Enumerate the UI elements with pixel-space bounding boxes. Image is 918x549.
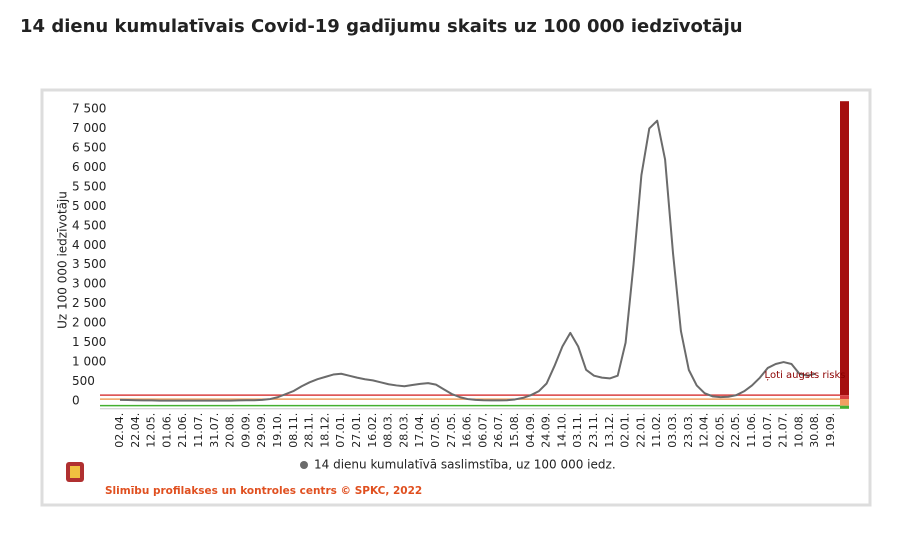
y-tick-label: 7 000 <box>72 121 106 135</box>
x-tick-label: 24.09. <box>540 413 553 448</box>
x-tick-label: 08.11. <box>287 413 300 448</box>
x-tick-label: 17.04. <box>413 413 426 448</box>
x-tick-label: 09.09. <box>239 413 252 448</box>
legend-label: 14 dienu kumulatīvā saslimstība, uz 100 … <box>314 458 616 472</box>
y-tick-label: 1 500 <box>72 335 106 349</box>
y-tick-label: 2 000 <box>72 316 106 330</box>
x-tick-label: 11.06. <box>745 413 758 448</box>
x-tick-label: 08.03. <box>382 413 395 448</box>
y-tick-label: 0 <box>72 394 80 408</box>
y-tick-label: 3 500 <box>72 257 106 271</box>
x-tick-label: 22.01. <box>634 413 647 448</box>
x-tick-label: 12.05. <box>145 413 158 448</box>
x-tick-label: 02.01. <box>619 413 632 448</box>
x-tick-label: 10.08. <box>792 413 805 448</box>
x-tick-label: 22.04. <box>129 413 142 448</box>
risk-band <box>840 101 849 396</box>
x-tick-label: 02.05. <box>713 413 726 448</box>
legend-marker <box>300 461 308 469</box>
y-tick-label: 6 500 <box>72 140 106 154</box>
risk-band <box>840 399 849 406</box>
x-tick-label: 07.01. <box>334 413 347 448</box>
data-line <box>119 119 816 402</box>
x-tick-label: 11.02. <box>650 413 663 448</box>
x-tick-label: 23.11. <box>587 413 600 448</box>
x-tick-label: 21.07. <box>777 413 790 448</box>
x-tick-label: 03.03. <box>666 413 679 448</box>
x-tick-label: 06.07. <box>476 413 489 448</box>
risk-band <box>840 395 849 400</box>
x-tick-label: 20.08. <box>224 413 237 448</box>
x-tick-label: 28.03. <box>397 413 410 448</box>
x-tick-label: 19.10. <box>271 413 284 448</box>
x-tick-label: 30.08. <box>808 413 821 448</box>
x-tick-label: 22.05. <box>729 413 742 448</box>
x-tick-label: 07.05. <box>429 413 442 448</box>
x-tick-label: 03.11. <box>571 413 584 448</box>
x-tick-label: 29.09. <box>255 413 268 448</box>
x-tick-label: 01.07. <box>761 413 774 448</box>
y-tick-label: 3 000 <box>72 277 106 291</box>
x-tick-label: 16.06. <box>461 413 474 448</box>
y-tick-label: 6 000 <box>72 160 106 174</box>
logo <box>66 462 84 482</box>
y-tick-label: 7 500 <box>72 101 106 115</box>
y-tick-label: 2 500 <box>72 296 106 310</box>
annotation: Ļoti augsts risks <box>764 370 845 381</box>
x-tick-label: 23.03. <box>682 413 695 448</box>
x-tick-label: 13.12. <box>603 413 616 448</box>
y-tick-label: 4 500 <box>72 218 106 232</box>
x-tick-label: 12.04. <box>698 413 711 448</box>
x-tick-label: 14.10. <box>555 413 568 448</box>
x-tick-label: 15.08. <box>508 413 521 448</box>
y-tick-label: 5 000 <box>72 199 106 213</box>
x-tick-label: 28.11. <box>303 413 316 448</box>
x-tick-label: 26.07. <box>492 413 505 448</box>
y-tick-label: 500 <box>72 374 95 388</box>
x-tick-label: 31.07. <box>208 413 221 448</box>
x-tick-label: 18.12. <box>318 413 331 448</box>
x-tick-label: 01.06. <box>160 413 173 448</box>
x-tick-label: 16.02. <box>366 413 379 448</box>
y-tick-label: 1 000 <box>72 355 106 369</box>
x-tick-label: 27.05. <box>445 413 458 448</box>
chart-panel <box>40 88 872 507</box>
x-tick-label: 04.09. <box>524 413 537 448</box>
chart-title: 14 dienu kumulatīvais Covid-19 gadījumu … <box>20 16 743 37</box>
risk-band <box>840 405 849 409</box>
y-axis-label: Uz 100 000 iedzīvotāju <box>56 191 70 329</box>
x-tick-label: 19.09. <box>824 413 837 448</box>
x-tick-label: 02.04. <box>113 413 126 448</box>
y-tick-label: 4 000 <box>72 238 106 252</box>
x-tick-label: 27.01. <box>350 413 363 448</box>
x-tick-label: 21.06. <box>176 413 189 448</box>
x-tick-label: 11.07. <box>192 413 205 448</box>
y-tick-label: 5 500 <box>72 179 106 193</box>
source: Slimību profilakses un kontroles centrs … <box>105 485 422 497</box>
